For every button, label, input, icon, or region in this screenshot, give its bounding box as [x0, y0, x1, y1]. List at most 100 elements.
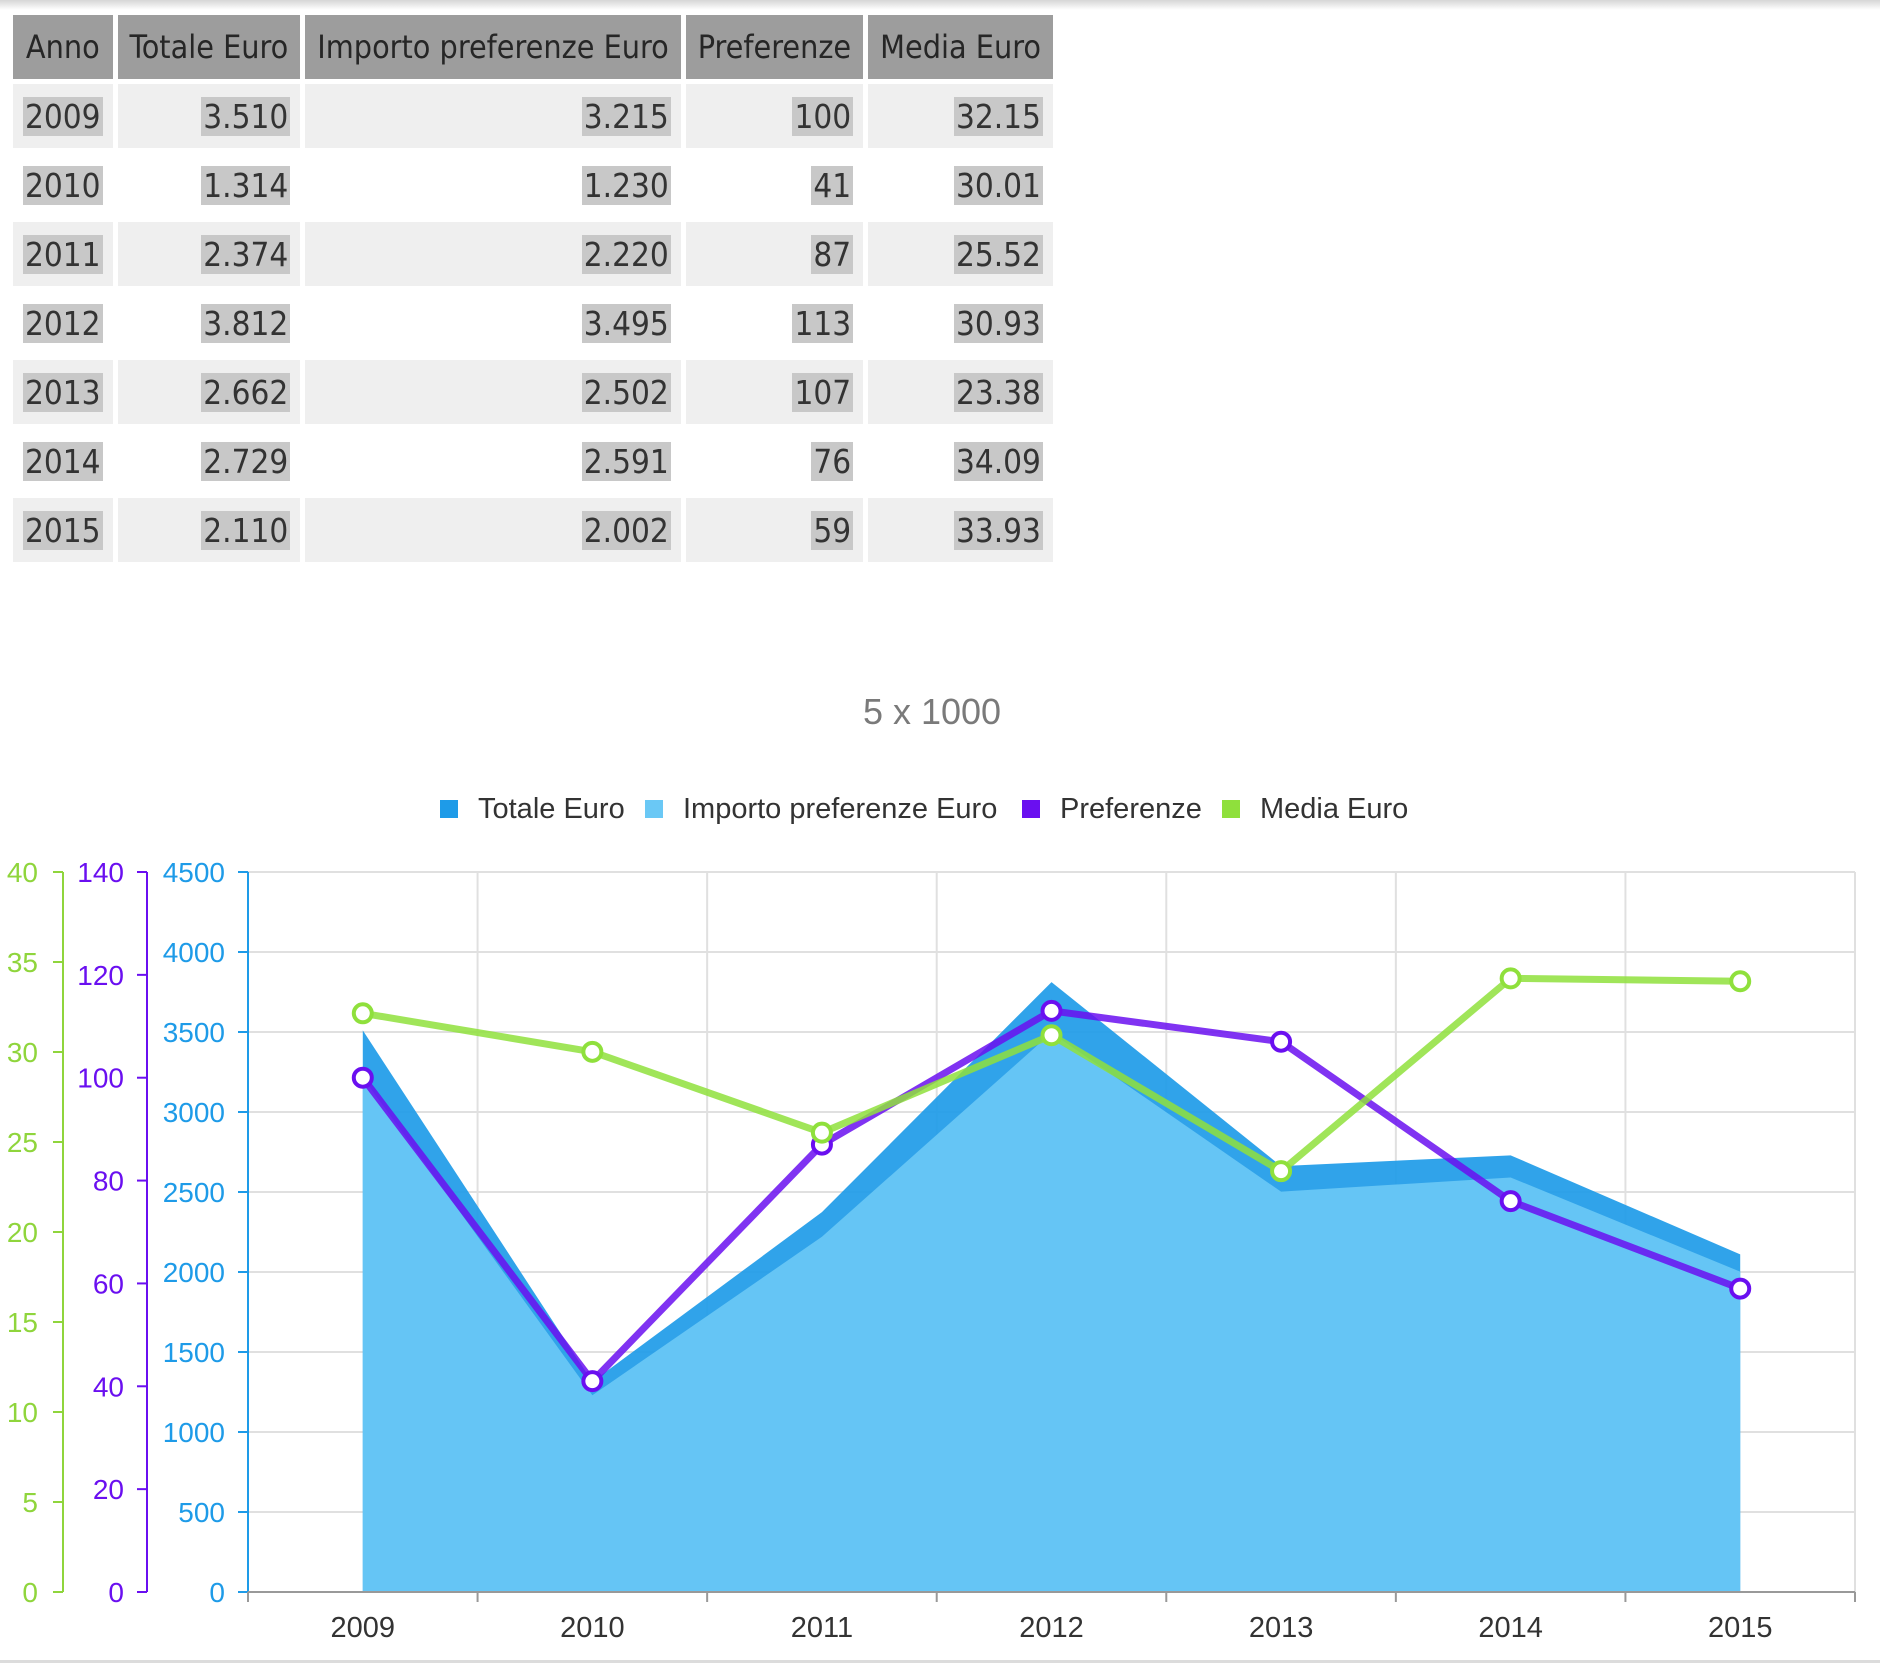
cell-value: 2.591	[581, 441, 671, 481]
x-tick-label: 2011	[791, 1612, 853, 1644]
cell-value: 113	[792, 303, 854, 343]
cell-value: 2009	[23, 96, 103, 136]
point-media-euro	[1040, 1024, 1063, 1047]
table-row: 2010 1.314 1.230 41 30.01	[13, 153, 1053, 217]
legend-item: Totale Euro	[440, 793, 625, 825]
cell-value: 2015	[23, 510, 103, 550]
cell-totale-euro: 2.110	[117, 498, 301, 562]
cell-value: 3.812	[201, 303, 291, 343]
cell-importo-preferenze-euro: 2.220	[305, 222, 681, 286]
cell-preferenze: 41	[685, 153, 864, 217]
cell-value: 3.215	[581, 96, 671, 136]
y-tick-label: 3000	[163, 1097, 225, 1128]
x-tick-label: 2012	[1019, 1612, 1084, 1644]
y-tick-label: 2500	[163, 1177, 225, 1208]
legend-item: Media Euro	[1222, 793, 1408, 825]
cell-value: 3.510	[201, 96, 291, 136]
x-tick-label: 2013	[1249, 1612, 1314, 1644]
cell-totale-euro: 2.374	[117, 222, 301, 286]
bottom-divider	[0, 1660, 1880, 1663]
y-tick-label: 0	[209, 1577, 225, 1608]
legend-label: Preferenze	[1060, 793, 1202, 825]
y-tick-label: 1500	[163, 1337, 225, 1368]
cell-totale-euro: 3.812	[117, 291, 301, 355]
cell-media-euro: 30.01	[868, 153, 1053, 217]
cell-value: 107	[792, 372, 854, 412]
point-media-euro	[351, 1002, 374, 1025]
data-table: Anno Totale Euro Importo preferenze Euro…	[8, 10, 1058, 567]
y-tick-label: 0	[108, 1577, 124, 1608]
y-tick-label: 3500	[163, 1017, 225, 1048]
cell-preferenze: 59	[685, 498, 864, 562]
y-axis-preferenze: 0 20 40 60 80 100 120 140	[77, 857, 148, 1608]
cell-anno: 2014	[13, 429, 113, 493]
table-row: 2011 2.374 2.220 87 25.52	[13, 222, 1053, 286]
table-row: 2013 2.662 2.502 107 23.38	[13, 360, 1053, 424]
cell-value: 33.93	[953, 510, 1043, 550]
cell-value: 76	[811, 441, 854, 481]
x-tick-label: 2010	[560, 1612, 625, 1644]
cell-value: 2014	[23, 441, 103, 481]
cell-media-euro: 34.09	[868, 429, 1053, 493]
cell-anno: 2013	[13, 360, 113, 424]
legend-label: Importo preferenze Euro	[683, 793, 997, 825]
y-tick-label: 500	[178, 1497, 225, 1528]
header-importo-preferenze-euro[interactable]: Importo preferenze Euro	[305, 15, 681, 79]
y-tick-label: 4500	[163, 857, 225, 888]
cell-totale-euro: 1.314	[117, 153, 301, 217]
y-tick-label: 40	[7, 857, 38, 888]
y-tick-label: 15	[7, 1307, 38, 1338]
chart-axes: 0 5 10 15 20 25 30 35 40 0 20 40 60 80 100 120 140 0 500 10…	[7, 857, 249, 1608]
cell-value: 41	[811, 165, 854, 205]
legend-swatch	[440, 800, 458, 818]
chart-x-axis: 2009 2010 2011 2012 2013 2014 2015	[247, 1591, 1856, 1644]
header-totale-euro[interactable]: Totale Euro	[117, 15, 301, 79]
y-tick-label: 60	[93, 1268, 124, 1299]
cell-value: 2.662	[201, 372, 291, 412]
cell-anno: 2015	[13, 498, 113, 562]
cell-value: 34.09	[953, 441, 1043, 481]
cell-value: 1.230	[581, 165, 671, 205]
cell-value: 25.52	[953, 234, 1043, 274]
point-preferenze	[581, 1370, 604, 1393]
header-media-euro[interactable]: Media Euro	[868, 15, 1053, 79]
table-body: 2009 3.510 3.215 100 32.15 2010 1.314 1.230 41 30…	[13, 84, 1053, 562]
table-row: 2014 2.729 2.591 76 34.09	[13, 429, 1053, 493]
cell-value: 30.93	[953, 303, 1043, 343]
cell-media-euro: 23.38	[868, 360, 1053, 424]
y-axis-media: 0 5 10 15 20 25 30 35 40	[7, 857, 64, 1608]
area-importo-preferenze-euro	[362, 1032, 1741, 1592]
chart-legend: Totale Euro Importo preferenze Euro Prefer…	[440, 793, 1408, 825]
cell-value: 3.495	[581, 303, 671, 343]
cell-value: 59	[811, 510, 854, 550]
point-media-euro	[1270, 1160, 1293, 1183]
x-tick-label: 2015	[1708, 1612, 1773, 1644]
point-preferenze	[1270, 1030, 1293, 1053]
cell-importo-preferenze-euro: 2.591	[305, 429, 681, 493]
top-shadow	[0, 0, 1880, 10]
legend-label: Totale Euro	[478, 793, 625, 825]
y-tick-label: 120	[77, 960, 124, 991]
y-tick-label: 140	[77, 857, 124, 888]
y-tick-label: 80	[93, 1166, 124, 1197]
cell-anno: 2012	[13, 291, 113, 355]
cell-media-euro: 33.93	[868, 498, 1053, 562]
point-media-euro	[1729, 970, 1752, 993]
point-media-euro	[1499, 967, 1522, 990]
header-anno[interactable]: Anno	[13, 15, 113, 79]
y-tick-label: 10	[7, 1397, 38, 1428]
y-tick-label: 1000	[163, 1417, 225, 1448]
header-preferenze[interactable]: Preferenze	[685, 15, 864, 79]
cell-value: 2.502	[581, 372, 671, 412]
chart-areas	[362, 982, 1741, 1592]
y-tick-label: 40	[93, 1371, 124, 1402]
cell-importo-preferenze-euro: 3.215	[305, 84, 681, 148]
cell-preferenze: 87	[685, 222, 864, 286]
cell-value: 2.002	[581, 510, 671, 550]
cell-totale-euro: 2.662	[117, 360, 301, 424]
legend-swatch	[645, 800, 663, 818]
cell-importo-preferenze-euro: 1.230	[305, 153, 681, 217]
legend-swatch	[1222, 800, 1240, 818]
cell-value: 2.220	[581, 234, 671, 274]
cell-value: 2012	[23, 303, 103, 343]
